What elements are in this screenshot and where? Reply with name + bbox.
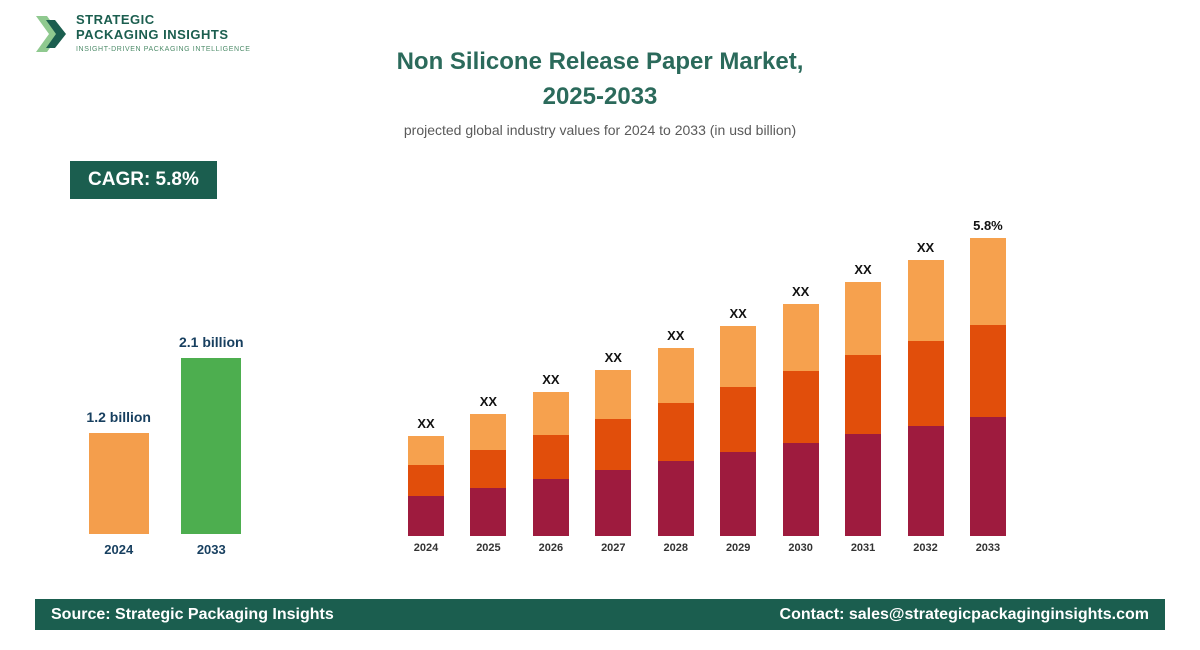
bar-segment-middle xyxy=(532,435,569,479)
bar-top-label: XX xyxy=(854,262,872,277)
bar-segment-top xyxy=(782,304,819,371)
bar-top-label: XX xyxy=(479,394,498,409)
bar-segment-middle xyxy=(470,450,507,488)
bar-segment-middle xyxy=(845,355,882,434)
summary-bar-column: 2.1 billion 2033 xyxy=(179,334,244,558)
logo-name-line1: STRATEGIC xyxy=(76,12,155,27)
bar-year-label: 2026 xyxy=(538,542,564,554)
stacked-bar-column: 5.8% 2033 xyxy=(969,218,1006,558)
bar-year-label: 2033 xyxy=(975,542,1001,554)
bar-top-label: XX xyxy=(604,350,622,365)
bar-segment-top xyxy=(969,238,1006,325)
bar-segment-top xyxy=(408,436,444,465)
bar-segment-bottom xyxy=(532,479,569,536)
bar-stack xyxy=(720,326,757,536)
logo-text: STRATEGIC PACKAGING INSIGHTS INSIGHT-DRI… xyxy=(76,12,251,53)
bar-segment-top xyxy=(657,348,694,403)
bar-stack xyxy=(657,348,694,536)
footer-contact: Contact: sales@strategicpackaginginsight… xyxy=(779,605,1149,623)
bar-segment-top xyxy=(907,260,944,341)
bar-segment-middle xyxy=(720,387,757,452)
summary-bar-value-label: 2.1 billion xyxy=(179,334,244,350)
stacked-bar-column: XX 2032 xyxy=(907,240,944,558)
bar-stack xyxy=(470,414,507,536)
summary-bar-column: 1.2 billion 2024 xyxy=(86,409,151,558)
bar-segment-bottom xyxy=(845,434,882,536)
stacked-bar-column: XX 2024 xyxy=(408,416,444,558)
bar-segment-middle xyxy=(408,465,444,496)
bar-segment-bottom xyxy=(907,426,944,536)
bar-segment-middle xyxy=(907,341,944,426)
bar-top-label: XX xyxy=(667,328,685,343)
bar-segment-bottom xyxy=(969,417,1006,536)
summary-bar-value-label: 1.2 billion xyxy=(86,409,151,425)
footer-source: Source: Strategic Packaging Insights xyxy=(51,605,334,623)
bar-stack xyxy=(408,436,444,536)
stacked-bar-column: XX 2025 xyxy=(470,394,507,558)
bar-year-label: 2027 xyxy=(601,542,626,554)
company-logo: STRATEGIC PACKAGING INSIGHTS INSIGHT-DRI… xyxy=(34,12,251,56)
cagr-badge: CAGR: 5.8% xyxy=(70,161,217,199)
bar-segment-top xyxy=(470,414,507,450)
summary-bar-year-label: 2033 xyxy=(196,542,226,557)
bar-segment-bottom xyxy=(408,496,444,536)
bar-segment-bottom xyxy=(657,461,694,536)
bar-stack xyxy=(782,304,819,536)
logo-name-line2: PACKAGING INSIGHTS xyxy=(76,27,229,42)
summary-bar-year-label: 2024 xyxy=(104,542,134,557)
bar-segment-middle xyxy=(969,325,1006,417)
bar-year-label: 2024 xyxy=(413,542,439,554)
summary-bar xyxy=(181,358,242,534)
bar-segment-bottom xyxy=(595,470,632,536)
footer-bar: Source: Strategic Packaging Insights Con… xyxy=(35,599,1165,630)
bar-top-label: 5.8% xyxy=(973,218,1003,233)
summary-chart: 1.2 billion 2024 2.1 billion 2033 xyxy=(50,312,280,558)
bar-top-label: XX xyxy=(791,284,810,299)
bar-stack xyxy=(845,282,882,536)
bar-top-label: XX xyxy=(916,240,935,255)
bar-stack xyxy=(595,370,632,536)
bar-segment-top xyxy=(845,282,882,355)
page-title-line1: Non Silicone Release Paper Market, xyxy=(396,48,804,75)
bar-stack xyxy=(532,392,569,536)
bar-year-label: 2031 xyxy=(850,542,876,554)
bar-segment-bottom xyxy=(470,488,507,536)
bar-segment-middle xyxy=(595,419,632,470)
bar-year-label: 2025 xyxy=(476,542,501,554)
bar-segment-middle xyxy=(782,371,819,443)
stacked-bar-column: XX 2030 xyxy=(782,284,819,558)
bar-top-label: XX xyxy=(729,306,747,321)
stacked-bar-column: XX 2027 xyxy=(595,350,632,558)
bar-segment-top xyxy=(595,370,632,419)
bar-year-label: 2029 xyxy=(725,542,751,554)
bar-year-label: 2032 xyxy=(913,542,938,554)
bar-segment-middle xyxy=(657,403,694,461)
double-chevron-logo-icon xyxy=(36,16,66,52)
bar-top-label: XX xyxy=(417,416,435,431)
bar-segment-bottom xyxy=(720,452,757,536)
logo-tagline: INSIGHT-DRIVEN PACKAGING INTELLIGENCE xyxy=(76,46,251,53)
bar-segment-top xyxy=(532,392,569,435)
bar-segment-bottom xyxy=(782,443,819,536)
main-chart: XX 2024 XX 2025 XX 2026 XX 2027 XX 2028 XX 2029 XX 20… xyxy=(408,210,1006,558)
page-subtitle: projected global industry values for 202… xyxy=(403,122,797,138)
stacked-bar-column: XX 2026 xyxy=(532,372,569,558)
stacked-bar-column: XX 2029 xyxy=(720,306,757,558)
page-title-line2: 2025-2033 xyxy=(542,83,658,110)
bar-year-label: 2028 xyxy=(663,542,688,554)
summary-bar xyxy=(88,433,149,534)
bar-top-label: XX xyxy=(542,372,560,387)
header: Non Silicone Release Paper Market, 2025-… xyxy=(0,44,1200,138)
bar-stack xyxy=(969,238,1006,536)
stacked-bar-column: XX 2031 xyxy=(845,262,882,558)
bar-stack xyxy=(907,260,944,536)
bar-segment-top xyxy=(720,326,757,387)
bar-year-label: 2030 xyxy=(788,542,813,554)
stacked-bar-column: XX 2028 xyxy=(657,328,694,558)
